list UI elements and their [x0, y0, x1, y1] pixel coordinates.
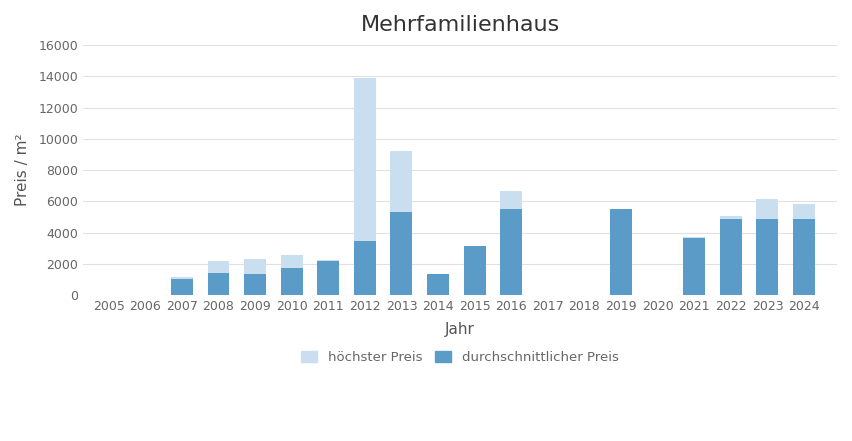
X-axis label: Jahr: Jahr — [445, 321, 475, 336]
Bar — [610, 209, 632, 295]
Bar — [208, 273, 229, 295]
Bar — [463, 246, 486, 295]
Bar — [208, 261, 229, 295]
Bar — [317, 261, 339, 295]
Bar — [720, 219, 742, 295]
Bar — [245, 273, 266, 295]
Bar — [171, 277, 193, 295]
Bar — [245, 259, 266, 295]
Bar — [500, 209, 522, 295]
Bar — [280, 268, 302, 295]
Bar — [683, 238, 705, 295]
Bar — [317, 260, 339, 295]
Bar — [427, 273, 449, 295]
Bar — [757, 199, 779, 295]
Bar — [757, 220, 779, 295]
Bar — [354, 78, 376, 295]
Legend: höchster Preis, durchschnittlicher Preis: höchster Preis, durchschnittlicher Preis — [302, 351, 619, 364]
Bar — [390, 151, 412, 295]
Bar — [463, 246, 486, 295]
Bar — [427, 273, 449, 295]
Bar — [280, 255, 302, 295]
Bar — [683, 237, 705, 295]
Bar — [793, 220, 815, 295]
Bar — [500, 191, 522, 295]
Bar — [354, 241, 376, 295]
Bar — [720, 217, 742, 295]
Bar — [390, 212, 412, 295]
Title: Mehrfamilienhaus: Mehrfamilienhaus — [360, 15, 560, 35]
Bar — [793, 204, 815, 295]
Bar — [171, 279, 193, 295]
Y-axis label: Preis / m²: Preis / m² — [15, 134, 30, 206]
Bar — [610, 209, 632, 295]
